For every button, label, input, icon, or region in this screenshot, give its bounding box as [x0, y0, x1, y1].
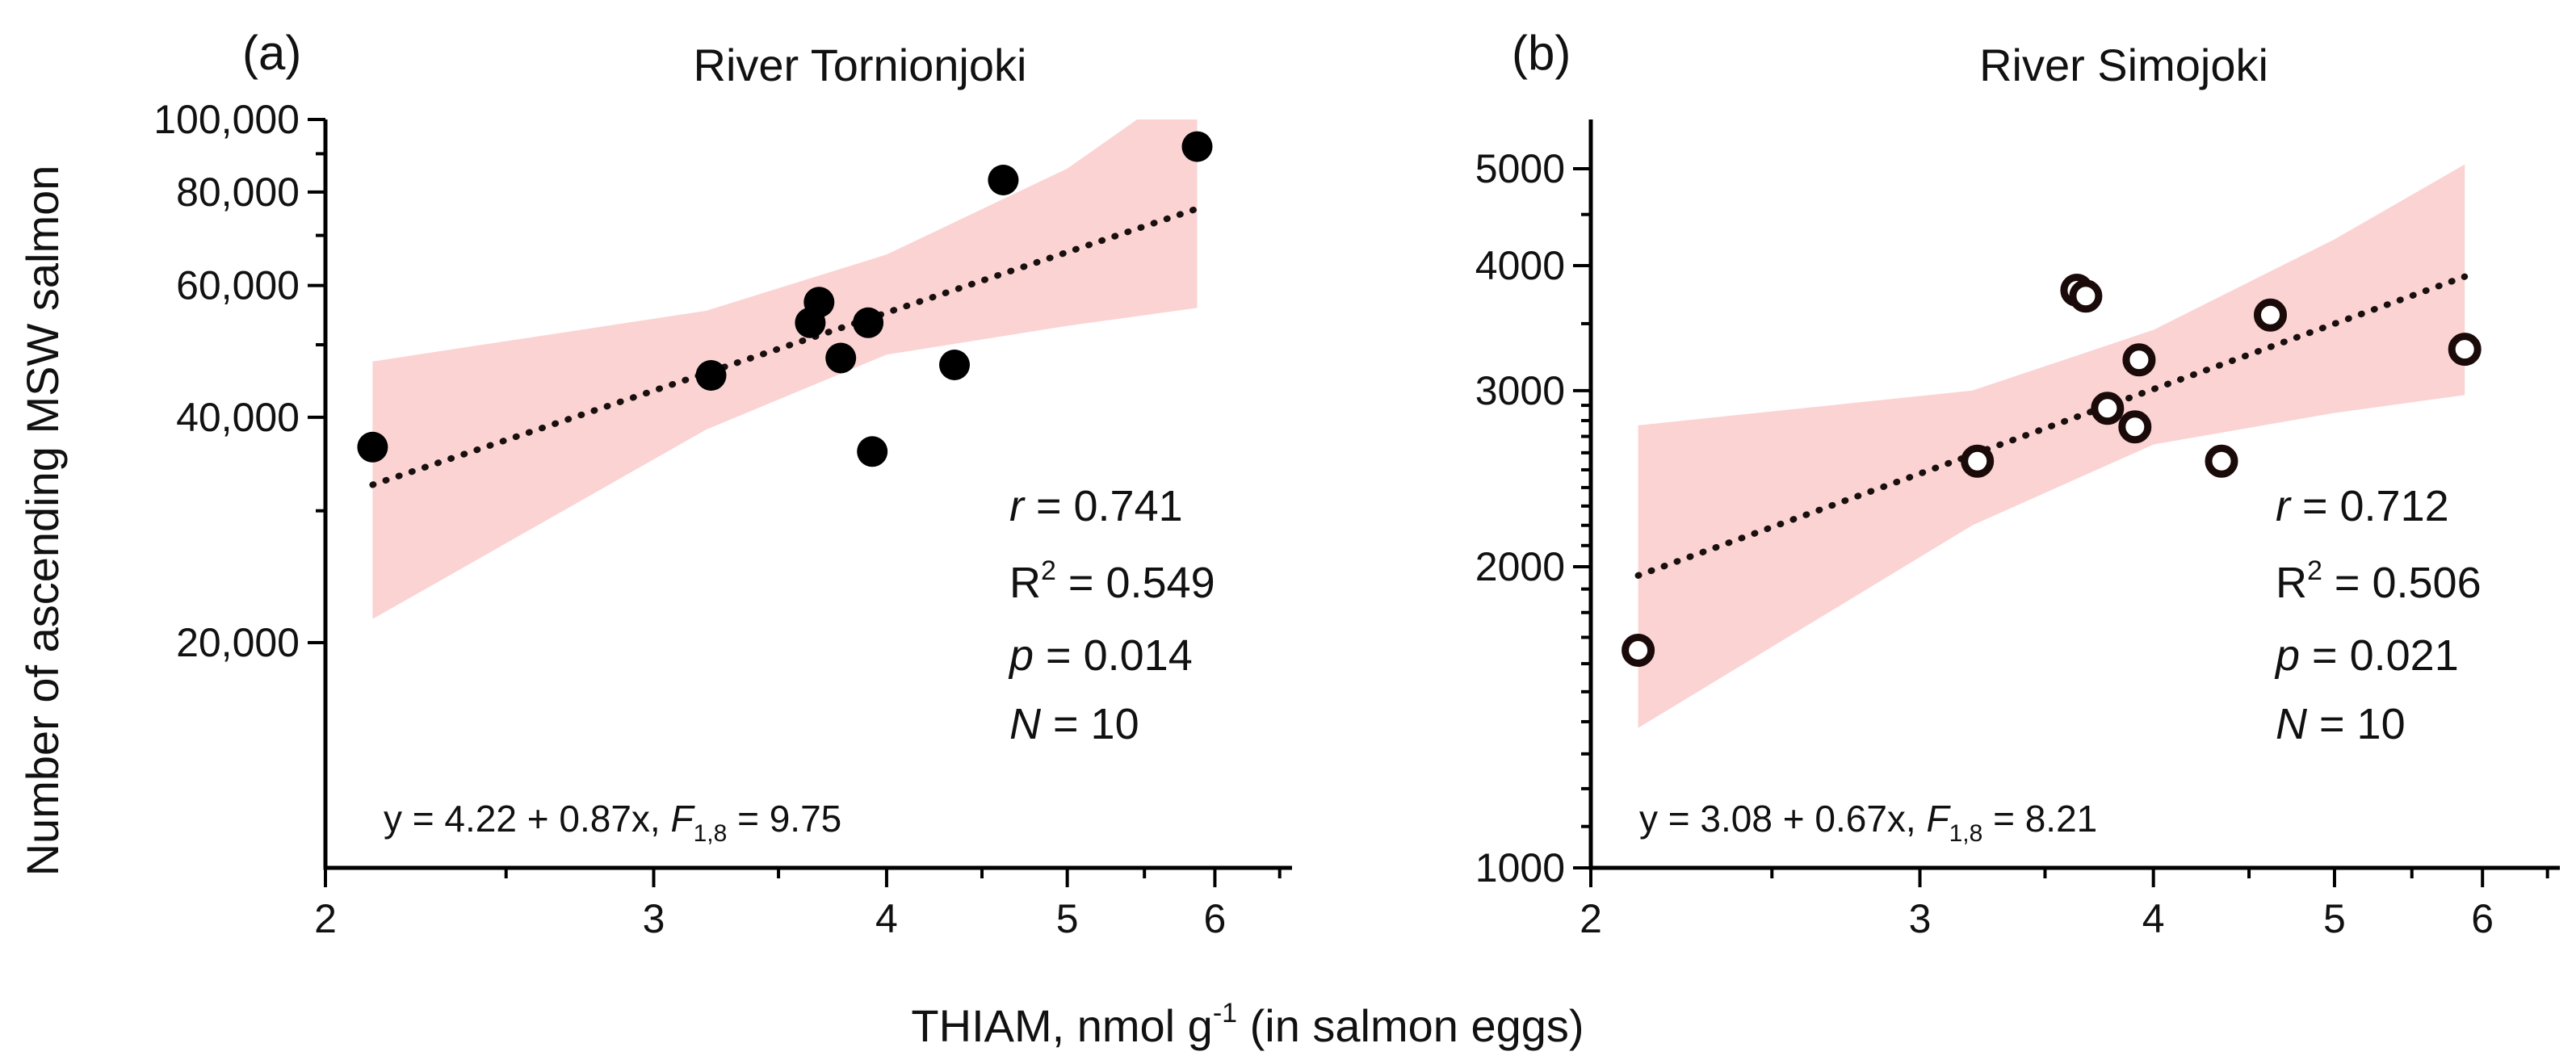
regression-line-a: [369, 205, 1201, 488]
data-point-b-5: [2091, 392, 2125, 425]
stat-r-b: r = 0.712: [2276, 482, 2449, 530]
axes-b: [1588, 119, 2560, 870]
x-tick-label-b-4: 5: [2323, 896, 2346, 941]
y-tick-label-a-5: 100,000: [153, 97, 300, 142]
y-ticks-b: 1000 2000 3000 4000 5000: [1475, 146, 1591, 890]
data-point-b-8: [2205, 444, 2238, 478]
data-point-b-7: [2122, 343, 2156, 377]
x-tick-label-b-1: 2: [1580, 896, 1602, 941]
stat-r2-b: R2 = 0.506: [2276, 555, 2482, 607]
panel-title-b: River Simojoki: [1979, 40, 2268, 90]
stats-a: r = 0.741 R2 = 0.549 p = 0.014 N = 10: [1008, 482, 1215, 748]
stat-p-a: p = 0.014: [1008, 631, 1193, 680]
y-ticks-a: 20,000 40,000 60,000 80,000 100,000: [153, 97, 325, 665]
data-point-b-4: [2069, 279, 2103, 313]
data-point-a-10: [1181, 131, 1213, 162]
x-tick-label-b-3: 4: [2142, 896, 2165, 941]
data-point-b-10: [2448, 333, 2482, 367]
x-axis-label: THIAM, nmol g-1 (in salmon eggs): [911, 998, 1584, 1051]
x-tick-label-a-1: 2: [314, 896, 337, 941]
data-points-a: [357, 131, 1213, 467]
data-point-a-7: [857, 436, 888, 467]
x-ticks-a: 2 3 4 5 6: [314, 868, 1282, 941]
equation-b: y = 3.08 + 0.67x, F1,8 = 8.21: [1639, 798, 2097, 847]
x-tick-label-a-3: 4: [875, 896, 898, 941]
stat-n-b: N = 10: [2276, 700, 2406, 748]
data-point-a-5: [825, 342, 857, 374]
confidence-band-a: [372, 119, 1198, 619]
y-tick-label-b-5: 5000: [1475, 146, 1565, 191]
data-point-a-2: [695, 360, 727, 391]
x-tick-label-b-5: 6: [2471, 896, 2494, 941]
y-axis-label: Number of ascending MSW salmon: [17, 165, 68, 877]
x-ticks-b: 2 3 4 5 6: [1580, 868, 2549, 941]
y-tick-label-a-1: 20,000: [176, 620, 300, 665]
stat-r2-a: R2 = 0.549: [1009, 555, 1215, 607]
data-point-b-2: [1961, 444, 1995, 478]
stat-r-a: r = 0.741: [1009, 482, 1183, 530]
equation-a: y = 4.22 + 0.87x, F1,8 = 9.75: [384, 798, 841, 847]
y-tick-label-b-1: 1000: [1475, 845, 1565, 890]
regression-line-b: [1634, 273, 2469, 579]
panel-a: 20,000 40,000 60,000 80,000 100,000 2 3 4 5 6 (a…: [153, 26, 1292, 941]
x-tick-label-a-5: 6: [1204, 896, 1227, 941]
panel-b: 1000 2000 3000 4000 5000 2 3 4 5 6 (b) River Sim…: [1475, 26, 2560, 941]
x-tick-label-a-4: 5: [1056, 896, 1079, 941]
y-tick-label-b-2: 2000: [1475, 544, 1565, 589]
y-tick-label-a-4: 80,000: [176, 170, 300, 215]
stat-n-a: N = 10: [1009, 700, 1139, 748]
y-tick-label-a-2: 40,000: [176, 395, 300, 440]
data-point-a-4: [803, 287, 835, 318]
y-tick-label-b-3: 3000: [1475, 368, 1565, 413]
y-tick-label-a-3: 60,000: [176, 263, 300, 308]
x-tick-label-a-2: 3: [643, 896, 665, 941]
data-point-a-9: [988, 165, 1019, 195]
data-point-a-6: [853, 307, 884, 338]
panel-label-a: (a): [242, 26, 301, 80]
stat-p-b: p = 0.021: [2274, 631, 2459, 680]
data-points-b: [1622, 274, 2482, 667]
data-point-a-1: [357, 431, 388, 463]
axes-a: [323, 119, 1292, 870]
y-tick-label-b-4: 4000: [1475, 243, 1565, 288]
data-point-b-6: [2118, 410, 2152, 444]
stats-b: r = 0.712 R2 = 0.506 p = 0.021 N = 10: [2274, 482, 2482, 748]
panel-title-a: River Tornionjoki: [694, 40, 1027, 90]
data-point-b-1: [1622, 634, 1655, 667]
data-point-a-8: [939, 350, 970, 380]
x-tick-label-b-2: 3: [1909, 896, 1932, 941]
data-point-b-9: [2254, 298, 2287, 332]
panel-label-b: (b): [1512, 26, 1571, 80]
